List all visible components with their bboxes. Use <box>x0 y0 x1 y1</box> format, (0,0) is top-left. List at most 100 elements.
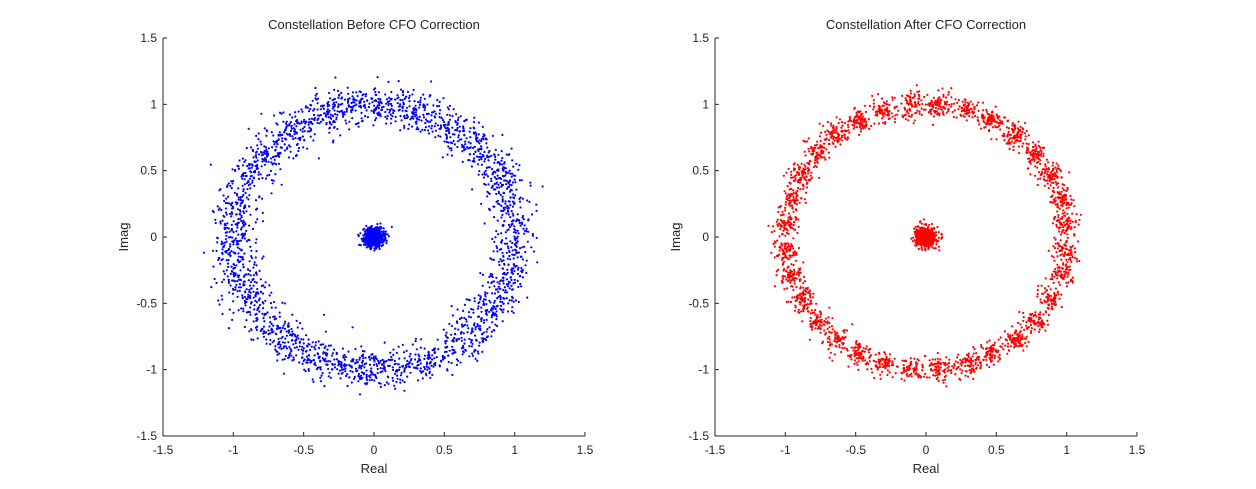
ring-point <box>368 374 371 378</box>
center-point <box>368 227 371 230</box>
ring-point <box>1032 141 1035 144</box>
ring-point <box>227 280 230 283</box>
ring-point <box>456 140 459 143</box>
ring-point <box>468 355 471 358</box>
ring-point <box>510 147 513 150</box>
ring-point <box>831 135 834 138</box>
ring-point <box>797 178 801 181</box>
ring-point <box>232 220 235 223</box>
ring-point <box>365 369 368 372</box>
ring-point <box>957 353 960 356</box>
ring-point <box>237 221 240 224</box>
ring-point <box>277 162 281 165</box>
ring-point <box>332 141 335 144</box>
ring-point <box>467 315 471 318</box>
ring-point <box>298 122 301 125</box>
ring-point <box>287 341 290 344</box>
center-point <box>366 231 370 234</box>
center-point <box>365 224 368 227</box>
ring-point <box>804 287 808 290</box>
ring-point <box>486 308 489 312</box>
ring-point <box>843 136 846 139</box>
ring-point <box>401 99 404 102</box>
ring-point <box>247 238 250 241</box>
ring-point <box>474 328 477 331</box>
ring-point <box>441 358 444 361</box>
ring-point <box>363 100 366 103</box>
ring-point <box>522 227 525 230</box>
ring-point <box>459 361 462 364</box>
ring-point <box>487 183 490 186</box>
ring-point <box>241 173 244 176</box>
ring-point <box>1021 130 1024 133</box>
center-point <box>379 222 382 225</box>
ring-point <box>295 319 298 322</box>
ring-point <box>520 267 523 270</box>
ring-point <box>891 96 894 99</box>
ring-point <box>249 297 252 300</box>
ring-point <box>497 285 500 288</box>
ring-point <box>298 138 302 141</box>
ring-point <box>845 329 849 332</box>
ring-point <box>934 358 937 361</box>
ring-point <box>239 286 242 289</box>
ring-point <box>345 107 348 110</box>
ring-point <box>231 236 234 239</box>
ring-point <box>878 352 881 355</box>
ring-point <box>1066 223 1069 226</box>
ring-point <box>353 377 356 380</box>
ring-point <box>239 198 242 201</box>
ring-point <box>271 182 274 185</box>
ring-point <box>483 298 486 301</box>
ring-point <box>438 364 441 367</box>
ring-point <box>804 154 807 157</box>
ring-point <box>337 359 340 362</box>
ring-point <box>216 241 219 244</box>
ring-point <box>275 327 278 331</box>
ring-point <box>1027 134 1030 137</box>
ring-point <box>339 360 342 363</box>
ring-point <box>292 137 295 141</box>
ring-point <box>245 210 248 213</box>
ring-point <box>251 181 254 184</box>
ring-point <box>477 315 481 318</box>
ring-point <box>505 242 509 245</box>
ring-point <box>773 245 776 248</box>
ring-point <box>390 107 393 110</box>
ring-point <box>285 347 289 350</box>
ring-point <box>995 113 998 116</box>
ring-point <box>315 92 318 95</box>
ring-point <box>794 259 798 262</box>
ring-point <box>503 192 506 195</box>
ring-point <box>931 123 935 126</box>
ring-point <box>403 115 406 118</box>
ring-point <box>328 127 331 130</box>
ring-point <box>1058 230 1061 233</box>
ring-point <box>893 357 896 360</box>
ring-point <box>478 142 481 145</box>
ring-point <box>870 124 873 127</box>
center-point <box>376 231 379 234</box>
ring-point <box>404 96 407 99</box>
ring-point <box>416 126 419 129</box>
ring-point <box>364 106 367 109</box>
ring-point <box>802 185 805 188</box>
ring-point <box>333 125 336 129</box>
ring-point <box>255 273 258 276</box>
ring-point <box>374 99 377 102</box>
ring-point <box>513 253 516 256</box>
ring-point <box>504 273 507 276</box>
ring-point <box>320 374 323 377</box>
ring-point <box>478 325 482 328</box>
ring-point <box>401 379 404 382</box>
ring-point <box>1028 316 1031 319</box>
ring-point <box>500 159 503 162</box>
ring-point <box>458 317 461 321</box>
ring-point <box>230 229 234 232</box>
ring-point <box>393 363 396 366</box>
ring-point <box>471 330 474 333</box>
ring-point <box>1044 163 1047 166</box>
ring-point <box>306 361 309 364</box>
ring-point <box>826 320 829 323</box>
ring-point <box>303 139 306 142</box>
